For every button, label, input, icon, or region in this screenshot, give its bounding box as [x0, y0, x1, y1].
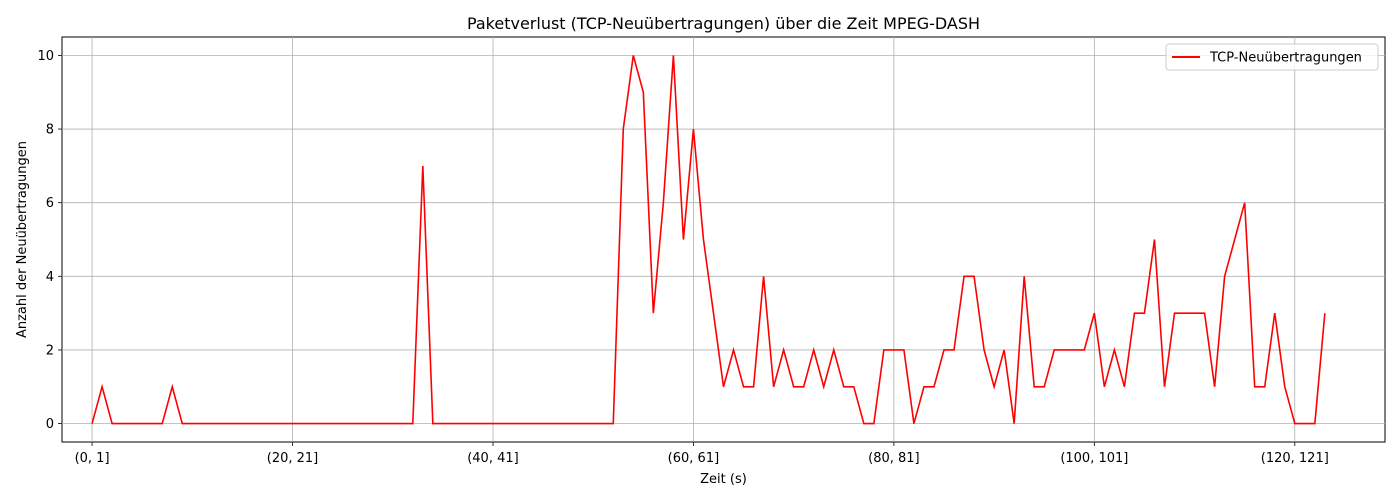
- plot-area: [61, 36, 1386, 443]
- x-tick-label: (100, 101]: [1060, 451, 1128, 466]
- y-axis-label: Anzahl der Neuübertragungen: [15, 141, 30, 338]
- y-tick-label: 10: [37, 49, 54, 64]
- grid-lines: [62, 37, 1385, 442]
- series-line: [91, 55, 1326, 425]
- y-tick-label: 8: [46, 123, 54, 138]
- legend: TCP-Neuübertragungen: [1165, 43, 1379, 71]
- x-tick-label: (60, 61]: [668, 451, 720, 466]
- chart-title: Paketverlust (TCP-Neuübertragungen) über…: [467, 14, 980, 33]
- legend-label: TCP-Neuübertragungen: [1209, 51, 1362, 66]
- x-tick-label: (80, 81]: [868, 451, 920, 466]
- y-tick-label: 2: [46, 343, 54, 358]
- y-axis-ticks: 0 2 4 6 8 10: [37, 49, 62, 432]
- y-tick-label: 0: [46, 417, 54, 432]
- x-tick-label: (20, 21]: [267, 451, 319, 466]
- series-layer: [91, 55, 1326, 425]
- x-tick-label: (0, 1]: [75, 451, 110, 466]
- x-tick-label: (120, 121]: [1261, 451, 1329, 466]
- x-axis-ticks: (0, 1] (20, 21] (40, 41] (60, 61] (80, 81] (1…: [75, 442, 1329, 466]
- legend-box: [1165, 43, 1379, 71]
- x-tick-label: (40, 41]: [467, 451, 519, 466]
- y-tick-label: 4: [46, 270, 54, 285]
- y-tick-label: 6: [46, 196, 54, 211]
- x-axis-label: Zeit (s): [700, 472, 747, 487]
